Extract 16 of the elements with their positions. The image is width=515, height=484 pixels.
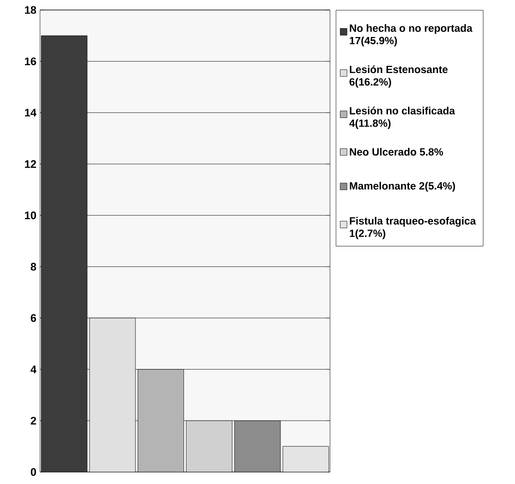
y-tick-label: 16 <box>24 57 36 66</box>
y-tick-label: 14 <box>24 108 36 116</box>
legend-label: Lesión Estenosante 6(16.2%) <box>350 65 448 88</box>
y-tick-label: 6 <box>30 314 36 322</box>
legend-label: Mamelonante 2(5.4%) <box>350 182 456 192</box>
legend-label: Lesión no clasificada 4(11.8%) <box>349 106 456 129</box>
y-tick-label: 10 <box>24 211 36 220</box>
legend-label: Fistula traqueo-esofagica 1(2.7%) <box>350 216 476 240</box>
y-tick-label: 4 <box>30 366 36 374</box>
legend-label: No hecha o no reportada 17(45.9%) <box>350 24 472 46</box>
y-tick-label: 2 <box>30 416 36 424</box>
y-tick-label: 12 <box>24 160 36 168</box>
y-tick-label: 18 <box>24 6 36 14</box>
legend-label: Neo Ulcerado 5.8% <box>350 148 444 156</box>
y-tick-label: 8 <box>30 262 36 271</box>
y-tick-label: 0 <box>30 468 36 476</box>
